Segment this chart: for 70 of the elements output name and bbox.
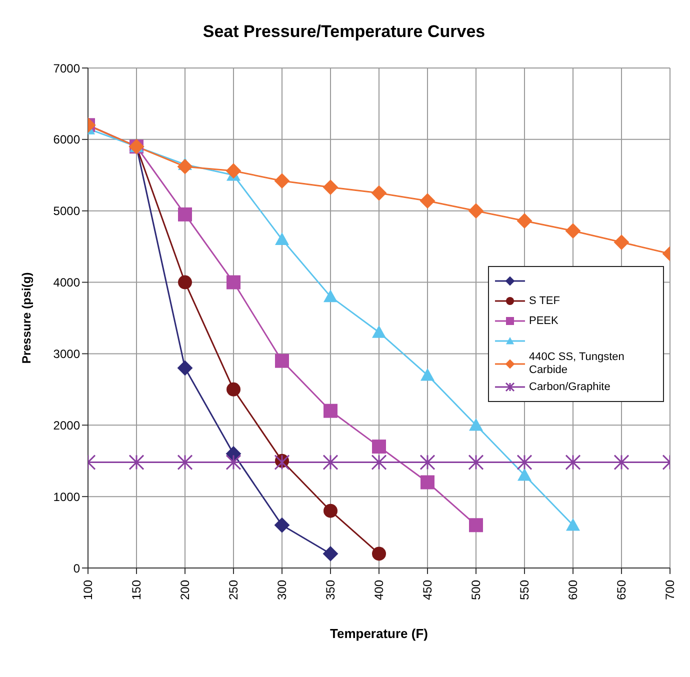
point (324, 404, 338, 418)
y-tick-label: 7000 (53, 61, 80, 76)
point (469, 418, 483, 431)
legend-label: Carbon/Graphite (529, 380, 610, 394)
point (518, 468, 532, 481)
point (178, 275, 192, 290)
point (566, 518, 580, 531)
point (226, 275, 240, 290)
point (178, 360, 192, 376)
legend-label: S TEF (529, 294, 560, 308)
x-tick-label: 450 (420, 580, 434, 600)
point (614, 454, 630, 470)
point (420, 193, 435, 208)
point (372, 440, 386, 454)
y-tick-label: 4000 (53, 276, 80, 290)
point (468, 203, 484, 218)
point (566, 223, 580, 238)
x-tick-label: 350 (324, 580, 338, 600)
x-tick-label: 700 (663, 580, 677, 600)
y-tick-label: 0 (73, 561, 80, 576)
y-axis-title: Pressure (psi(g) (19, 272, 34, 364)
point (274, 173, 290, 188)
point (178, 159, 192, 174)
point (420, 454, 436, 470)
y-tick-label: 5000 (53, 204, 80, 218)
point (178, 207, 192, 222)
point (324, 290, 338, 302)
point (323, 546, 338, 562)
point (322, 454, 338, 470)
legend-label: 440C SS, Tungsten Carbide (529, 351, 626, 377)
x-axis-title: Temperature (F) (330, 626, 428, 641)
point (469, 518, 483, 532)
point (420, 368, 434, 381)
point (274, 518, 290, 533)
x-tick-label: 600 (566, 580, 580, 600)
point (275, 232, 289, 246)
legend-label: PEEK (529, 314, 558, 328)
point (517, 213, 532, 228)
point (177, 454, 193, 470)
point (372, 546, 386, 561)
x-tick-label: 650 (614, 580, 628, 600)
x-tick-label: 100 (81, 580, 95, 600)
y-tick-label: 3000 (53, 346, 80, 361)
point (372, 186, 386, 200)
y-tick-label: 2000 (53, 418, 80, 432)
point (226, 382, 240, 396)
y-tick-label: 1000 (53, 490, 80, 504)
point (614, 234, 629, 250)
point (226, 454, 242, 470)
x-tick-label: 550 (518, 580, 532, 600)
point (128, 454, 144, 470)
point (420, 475, 434, 490)
point (275, 354, 289, 368)
point (323, 180, 338, 195)
point (371, 454, 387, 470)
x-tick-label: 300 (275, 580, 289, 600)
x-tick-label: 200 (178, 580, 192, 600)
point (274, 454, 290, 470)
point (324, 504, 338, 518)
chart-title: Seat Pressure/Temperature Curves (202, 21, 486, 43)
y-tick-label: 6000 (53, 132, 80, 147)
x-tick-label: 150 (130, 580, 144, 600)
x-tick-label: 250 (226, 580, 240, 600)
point (565, 454, 581, 470)
x-tick-label: 400 (372, 580, 386, 600)
point (372, 325, 386, 338)
x-tick-label: 500 (469, 580, 483, 600)
point (226, 163, 241, 178)
point (516, 454, 532, 470)
point (468, 454, 484, 470)
